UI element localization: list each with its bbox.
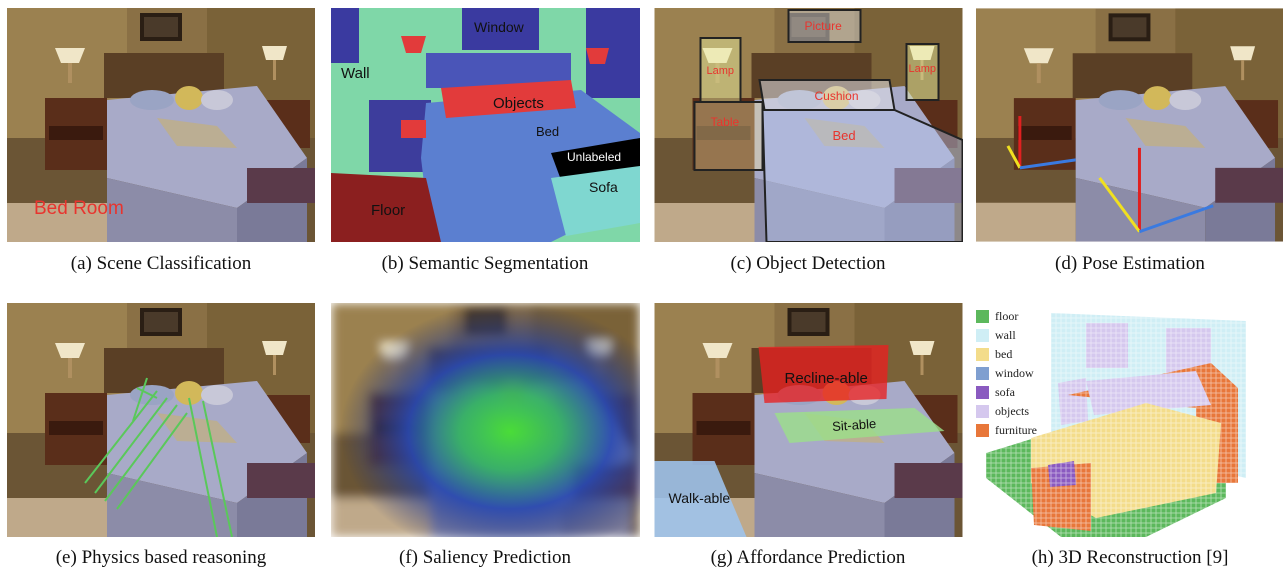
seg-window-center [462, 8, 539, 50]
label-bed: Bed [833, 128, 856, 143]
label-walk: Walk-able [669, 490, 731, 506]
panel-affordance-prediction: Recline-able Sit-able Walk-able [654, 303, 963, 537]
legend-label: furniture [995, 423, 1037, 437]
box-table [693, 101, 764, 171]
bedroom-photo: Bed Room [7, 8, 315, 242]
pose-axis-y-nightstand [1006, 145, 1022, 169]
seg-label-floor: Floor [371, 202, 405, 219]
scene-label: Bed Room [34, 198, 124, 219]
legend-label: wall [995, 328, 1016, 342]
caption-g: (g) Affordance Prediction [710, 547, 906, 568]
seg-headboard [426, 53, 571, 88]
box-lamp-right [905, 43, 940, 101]
seg-label-objects: Objects [493, 95, 544, 112]
label-picture: Picture [805, 19, 843, 33]
legend-item-bed: bed [976, 345, 1037, 364]
seg-lamp-left [401, 36, 426, 53]
legend-item-objects: objects [976, 402, 1037, 421]
legend-swatch [976, 310, 989, 323]
saliency-heat [331, 303, 640, 537]
label-sit: Sit-able [832, 416, 877, 434]
panel-physics-reasoning [7, 303, 315, 537]
box-lamp-left [699, 37, 742, 103]
segmentation-map: Window Wall Objects Bed Unlabeled Sofa F… [331, 8, 640, 242]
panel-3d-reconstruction [976, 303, 1283, 537]
pose-axis-x-nightstand [1019, 158, 1076, 170]
label-recline: Recline-able [785, 370, 868, 387]
detection-photo: Picture Lamp Lamp Cushion Table Bed [654, 8, 963, 242]
box-bed [761, 109, 963, 242]
legend: floor wall bed window sofa objects furni… [976, 307, 1037, 440]
caption-a: (a) Scene Classification [70, 253, 252, 274]
box-picture [787, 9, 862, 43]
panel-object-detection: Picture Lamp Lamp Cushion Table Bed [654, 8, 963, 242]
caption-f: (f) Saliency Prediction [398, 547, 571, 568]
voxel-grid [986, 313, 1283, 537]
panel-pose-estimation [976, 8, 1283, 242]
legend-item-window: window [976, 364, 1037, 383]
seg-label-bed: Bed [536, 124, 559, 139]
panel-scene-classification: Bed Room [7, 8, 315, 242]
legend-swatch [976, 367, 989, 380]
legend-label: window [995, 366, 1034, 380]
caption-e: (e) Physics based reasoning [55, 547, 267, 568]
label-cushion: Cushion [815, 89, 859, 103]
region-recline [758, 345, 889, 403]
legend-label: bed [995, 347, 1013, 361]
seg-label-window: Window [474, 19, 525, 35]
physics-photo [7, 303, 315, 537]
legend-swatch [976, 424, 989, 437]
label-lamp-left: Lamp [707, 65, 735, 77]
seg-label-wall: Wall [341, 65, 370, 82]
legend-item-furniture: furniture [976, 421, 1037, 440]
gravity-force-lines [84, 377, 233, 537]
pose-axis-x-bed [1138, 204, 1214, 234]
legend-label: floor [995, 309, 1019, 323]
voxel-reconstruction [986, 313, 1283, 537]
panel-semantic-segmentation: Window Wall Objects Bed Unlabeled Sofa F… [331, 8, 640, 242]
legend-label: sofa [995, 385, 1015, 399]
panel-saliency-prediction [331, 303, 640, 537]
legend-item-sofa: sofa [976, 383, 1037, 402]
legend-swatch [976, 386, 989, 399]
legend-item-floor: floor [976, 307, 1037, 326]
legend-label: objects [995, 404, 1029, 418]
legend-swatch [976, 405, 989, 418]
seg-label-sofa: Sofa [589, 179, 618, 195]
label-lamp-right: Lamp [909, 63, 937, 75]
legend-item-wall: wall [976, 326, 1037, 345]
saliency-map [331, 303, 640, 537]
affordance-photo: Recline-able Sit-able Walk-able [654, 303, 963, 537]
seg-sofa [551, 166, 640, 236]
seg-label-unlabeled: Unlabeled [567, 150, 621, 164]
label-table: Table [711, 115, 740, 129]
seg-object-small [401, 120, 426, 138]
caption-c: (c) Object Detection [730, 253, 886, 274]
seg-window-left [331, 8, 359, 63]
caption-d: (d) Pose Estimation [1055, 253, 1205, 274]
legend-swatch [976, 329, 989, 342]
caption-b: (b) Semantic Segmentation [381, 253, 589, 274]
pose-photo [976, 8, 1283, 242]
legend-swatch [976, 348, 989, 361]
region-walk [654, 461, 747, 537]
seg-objects [441, 80, 576, 118]
region-sit [774, 408, 945, 443]
pose-axis-y-bed [1098, 176, 1141, 233]
seg-lamp-right [586, 48, 609, 64]
caption-h: (h) 3D Reconstruction [9] [1031, 547, 1229, 568]
seg-floor [331, 173, 441, 242]
